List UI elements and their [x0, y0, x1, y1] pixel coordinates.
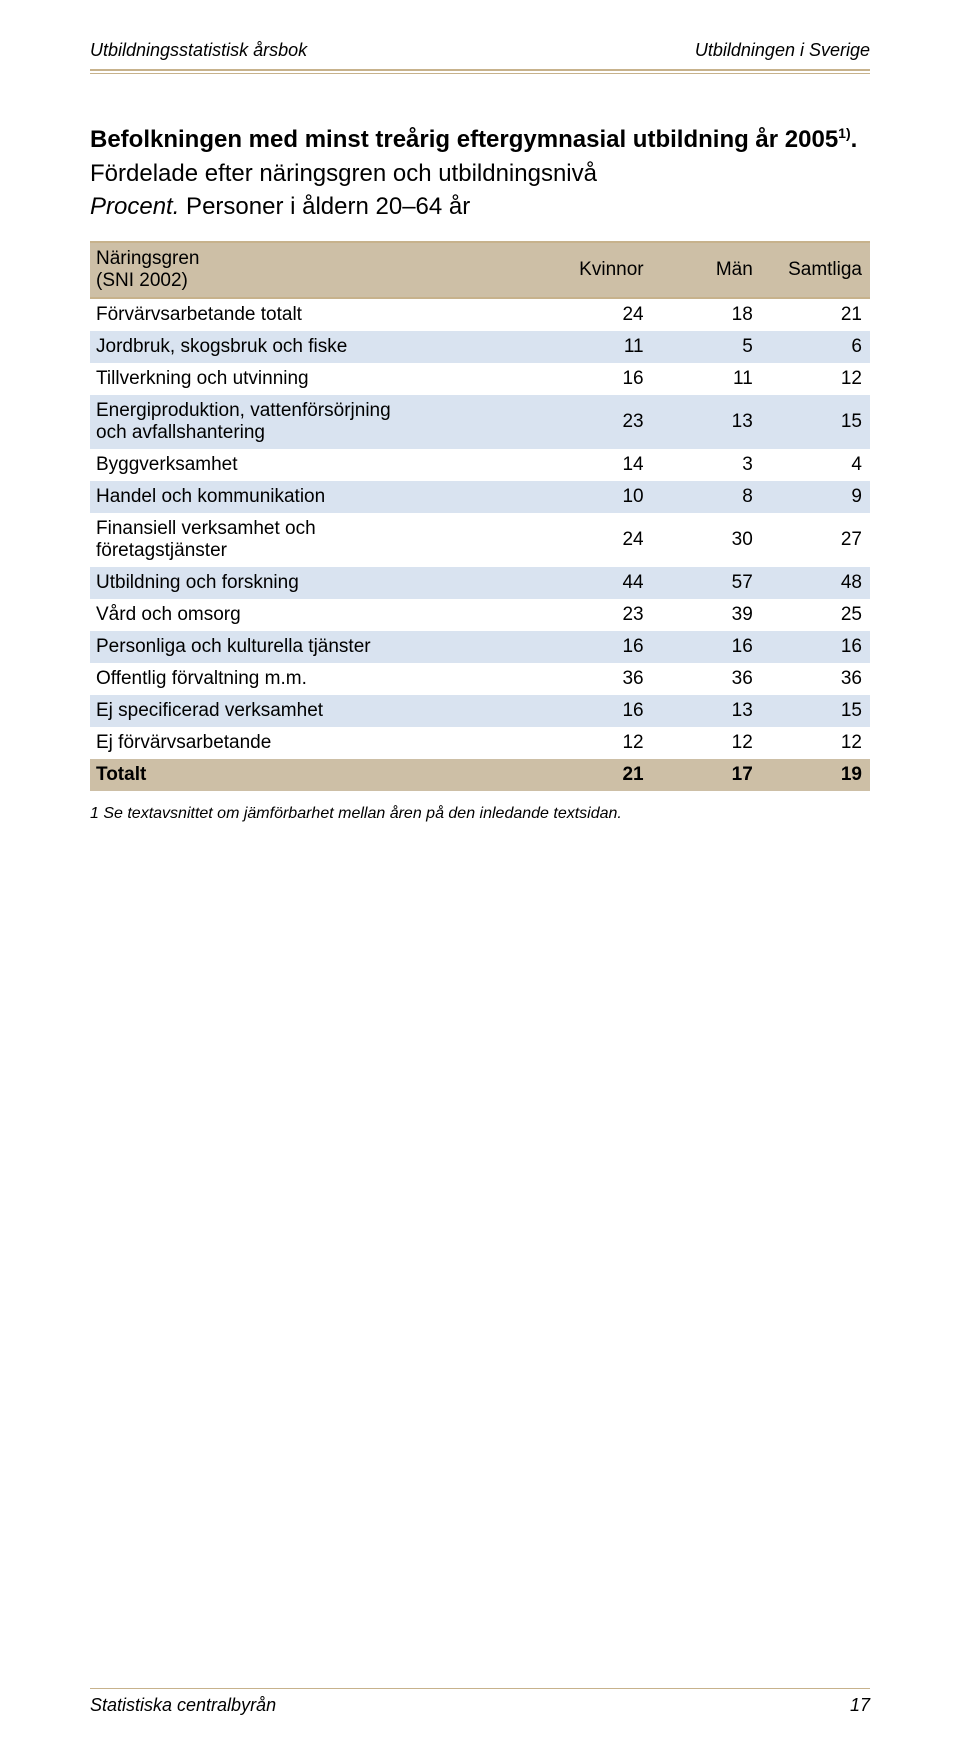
- row-label: Jordbruk, skogsbruk och fiske: [90, 331, 542, 363]
- table-body: Förvärvsarbetande totalt241821Jordbruk, …: [90, 298, 870, 791]
- row-value: 44: [542, 567, 651, 599]
- table-title: Befolkningen med minst treårig eftergymn…: [90, 124, 870, 156]
- total-value: 17: [652, 759, 761, 791]
- title-line1-after: .: [851, 126, 858, 153]
- row-value: 23: [542, 599, 651, 631]
- row-value: 15: [761, 695, 870, 727]
- data-table: Näringsgren (SNI 2002) Kvinnor Män Samtl…: [90, 241, 870, 791]
- row-label: Ej specificerad verksamhet: [90, 695, 542, 727]
- row-value: 4: [761, 449, 870, 481]
- row-label: Personliga och kulturella tjänster: [90, 631, 542, 663]
- row-value: 16: [652, 631, 761, 663]
- subtitle-line2: Fördelade efter näringsgren och utbildni…: [90, 160, 597, 187]
- row-value: 18: [652, 298, 761, 331]
- row-value: 25: [761, 599, 870, 631]
- title-sup: 1): [838, 125, 850, 141]
- row-label: Energiproduktion, vattenförsörjningoch a…: [90, 395, 542, 449]
- total-value: 21: [542, 759, 651, 791]
- row-label: Byggverksamhet: [90, 449, 542, 481]
- col-label: Näringsgren (SNI 2002): [90, 242, 542, 298]
- table-row: Offentlig förvaltning m.m.363636: [90, 663, 870, 695]
- col-samtliga: Samtliga: [761, 242, 870, 298]
- row-value: 16: [542, 631, 651, 663]
- col-label-line2: (SNI 2002): [96, 270, 188, 291]
- row-value: 30: [652, 513, 761, 567]
- header-rule-thick: [90, 69, 870, 71]
- table-row: Jordbruk, skogsbruk och fiske1156: [90, 331, 870, 363]
- footnote: 1 Se textavsnittet om jämförbarhet mella…: [90, 805, 870, 823]
- col-kvinnor: Kvinnor: [542, 242, 651, 298]
- row-value: 39: [652, 599, 761, 631]
- header-rule-thin: [90, 73, 870, 74]
- table-row: Energiproduktion, vattenförsörjningoch a…: [90, 395, 870, 449]
- running-head: Utbildningsstatistisk årsbok Utbildninge…: [90, 40, 870, 65]
- row-value: 3: [652, 449, 761, 481]
- table-row: Tillverkning och utvinning161112: [90, 363, 870, 395]
- row-value: 16: [542, 695, 651, 727]
- table-row: Ej specificerad verksamhet161315: [90, 695, 870, 727]
- row-value: 12: [652, 727, 761, 759]
- row-value: 9: [761, 481, 870, 513]
- row-value: 15: [761, 395, 870, 449]
- table-row: Förvärvsarbetande totalt241821: [90, 298, 870, 331]
- row-value: 12: [761, 363, 870, 395]
- table-row: Utbildning och forskning445748: [90, 567, 870, 599]
- table-row: Byggverksamhet1434: [90, 449, 870, 481]
- subtitle-italic: Procent.: [90, 193, 179, 220]
- row-value: 36: [761, 663, 870, 695]
- table-row: Personliga och kulturella tjänster161616: [90, 631, 870, 663]
- row-value: 13: [652, 695, 761, 727]
- total-value: 19: [761, 759, 870, 791]
- running-head-right: Utbildningen i Sverige: [695, 40, 870, 61]
- total-label: Totalt: [90, 759, 542, 791]
- row-label: Vård och omsorg: [90, 599, 542, 631]
- row-value: 36: [652, 663, 761, 695]
- row-label: Handel och kommunikation: [90, 481, 542, 513]
- row-value: 57: [652, 567, 761, 599]
- row-value: 13: [652, 395, 761, 449]
- footer-right: 17: [850, 1695, 870, 1716]
- table-row: Vård och omsorg233925: [90, 599, 870, 631]
- row-value: 16: [761, 631, 870, 663]
- subtitle-plain: Personer i åldern 20–64 år: [179, 193, 470, 220]
- row-value: 24: [542, 513, 651, 567]
- col-man: Män: [652, 242, 761, 298]
- row-value: 24: [542, 298, 651, 331]
- footer: Statistiska centralbyrån 17: [90, 1688, 870, 1716]
- table-subtitle: Fördelade efter näringsgren och utbildni…: [90, 158, 870, 223]
- row-label: Tillverkning och utvinning: [90, 363, 542, 395]
- row-value: 11: [652, 363, 761, 395]
- row-value: 14: [542, 449, 651, 481]
- row-value: 6: [761, 331, 870, 363]
- row-value: 16: [542, 363, 651, 395]
- table-row: Finansiell verksamhet ochföretagstjänste…: [90, 513, 870, 567]
- row-label: Utbildning och forskning: [90, 567, 542, 599]
- row-value: 48: [761, 567, 870, 599]
- row-label: Offentlig förvaltning m.m.: [90, 663, 542, 695]
- row-label: Finansiell verksamhet ochföretagstjänste…: [90, 513, 542, 567]
- col-label-line1: Näringsgren: [96, 248, 200, 269]
- row-value: 36: [542, 663, 651, 695]
- row-value: 21: [761, 298, 870, 331]
- table-total-row: Totalt211719: [90, 759, 870, 791]
- row-value: 12: [542, 727, 651, 759]
- row-value: 23: [542, 395, 651, 449]
- row-value: 5: [652, 331, 761, 363]
- row-label: Förvärvsarbetande totalt: [90, 298, 542, 331]
- title-line1: Befolkningen med minst treårig eftergymn…: [90, 126, 838, 153]
- row-value: 11: [542, 331, 651, 363]
- footer-left: Statistiska centralbyrån: [90, 1695, 276, 1716]
- row-value: 12: [761, 727, 870, 759]
- row-value: 27: [761, 513, 870, 567]
- row-value: 10: [542, 481, 651, 513]
- row-label: Ej förvärvsarbetande: [90, 727, 542, 759]
- row-value: 8: [652, 481, 761, 513]
- page: Utbildningsstatistisk årsbok Utbildninge…: [0, 0, 960, 1756]
- table-header-row: Näringsgren (SNI 2002) Kvinnor Män Samtl…: [90, 242, 870, 298]
- table-row: Ej förvärvsarbetande121212: [90, 727, 870, 759]
- table-row: Handel och kommunikation1089: [90, 481, 870, 513]
- running-head-left: Utbildningsstatistisk årsbok: [90, 40, 307, 61]
